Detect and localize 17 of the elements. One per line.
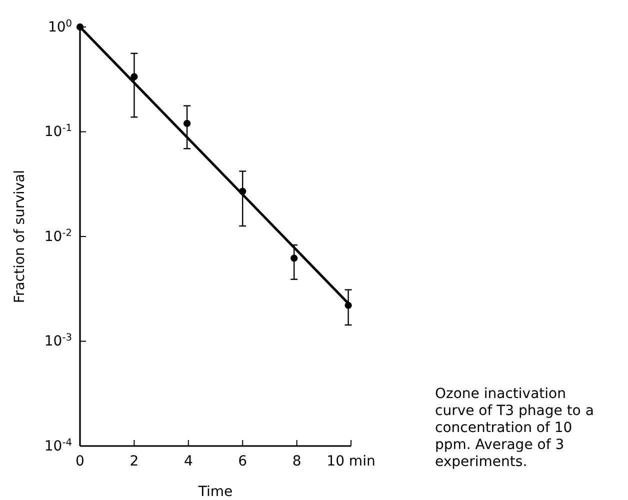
y-tick-label: 10$^{-2}$ <box>44 227 72 245</box>
x-tick-label: 10 min <box>326 453 376 470</box>
y-tick-label: 10$^{-1}$ <box>44 122 72 140</box>
point <box>290 254 298 262</box>
point <box>183 120 191 128</box>
y-tick-label: 10$^{-3}$ <box>44 332 72 350</box>
y-tick-label: 10$^{0}$ <box>48 18 72 36</box>
x-tick-label: 2 <box>130 453 139 470</box>
x-tick-label: 8 <box>292 453 302 470</box>
x-axis-title: Time <box>197 484 233 500</box>
text: Ozone inactivation curve of T3 phage to a concentration of 10 ppm. Average of 3 experiments. <box>435 386 594 470</box>
y-axis-title: Fraction of survival <box>12 170 28 304</box>
point <box>130 73 138 80</box>
x-tick-label: 0 <box>76 453 84 470</box>
x-tick-label: 4 <box>184 453 193 470</box>
y-tick-label: 10$^{-4}$ <box>44 436 72 454</box>
x-tick-label: 6 <box>238 453 248 470</box>
